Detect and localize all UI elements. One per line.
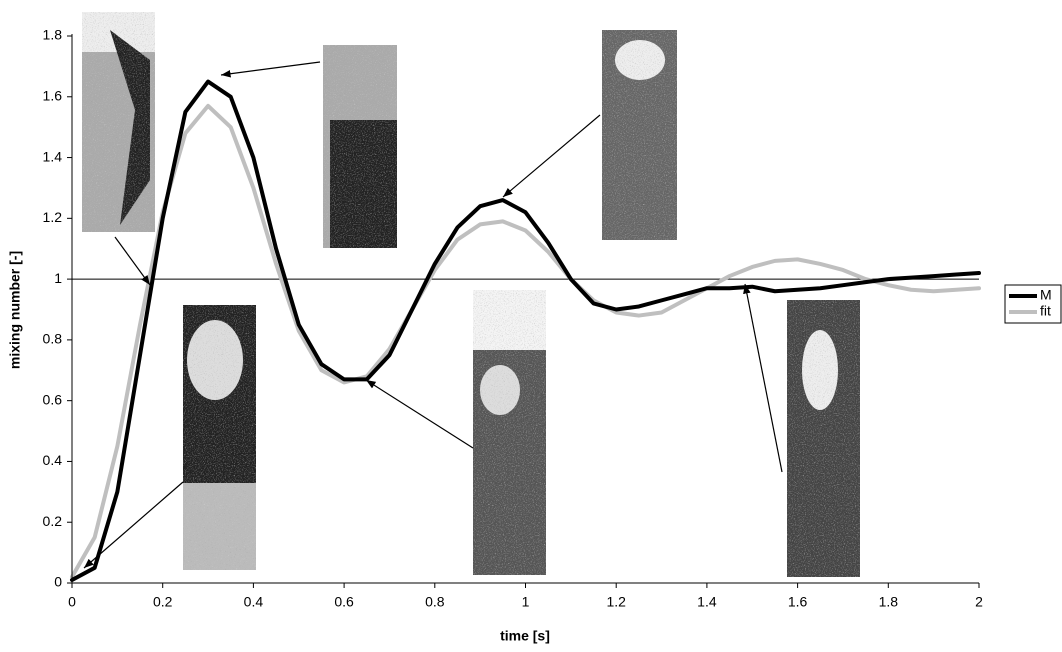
x-tick-label: 1.8 (879, 594, 899, 610)
snapshot (323, 45, 397, 248)
arrows (83, 61, 783, 569)
y-tick-label: 0.2 (43, 513, 63, 529)
y-tick-label: 0.6 (43, 391, 63, 407)
y-tick-label: 1.4 (43, 148, 63, 164)
y-tick-label: 1 (54, 270, 62, 286)
y-tick-label: 0 (54, 574, 62, 590)
series-line (70, 103, 981, 579)
y-tick-label: 1.2 (43, 209, 63, 225)
x-tick-label: 2 (975, 594, 983, 610)
legend-label: fit (1040, 303, 1051, 319)
x-axis-label: time [s] (500, 628, 550, 644)
snapshot (183, 305, 256, 570)
snapshot (602, 30, 677, 240)
y-tick-label: 1.6 (43, 87, 63, 103)
y-tick-label: 0.8 (43, 331, 63, 347)
y-tick-label: 0.4 (43, 452, 63, 468)
x-tick-label: 1 (522, 594, 530, 610)
legend-label: M (1040, 287, 1052, 303)
x-tick-label: 0.4 (244, 594, 264, 610)
x-tick-label: 1.6 (788, 594, 808, 610)
x-tick-label: 1.2 (606, 594, 626, 610)
snapshots (82, 12, 860, 577)
x-tick-label: 0.8 (425, 594, 445, 610)
series-line (70, 79, 981, 582)
legend-box (1004, 284, 1062, 324)
x-tick-label: 1.4 (697, 594, 717, 610)
snapshot (787, 300, 860, 577)
x-tick-label: 0.2 (153, 594, 173, 610)
x-tick-label: 0.6 (334, 594, 354, 610)
y-axis-label: mixing number [-] (7, 251, 23, 369)
snapshot (82, 12, 155, 232)
snapshot (473, 290, 546, 575)
y-tick-label: 1.8 (43, 27, 63, 43)
x-tick-label: 0 (68, 594, 76, 610)
